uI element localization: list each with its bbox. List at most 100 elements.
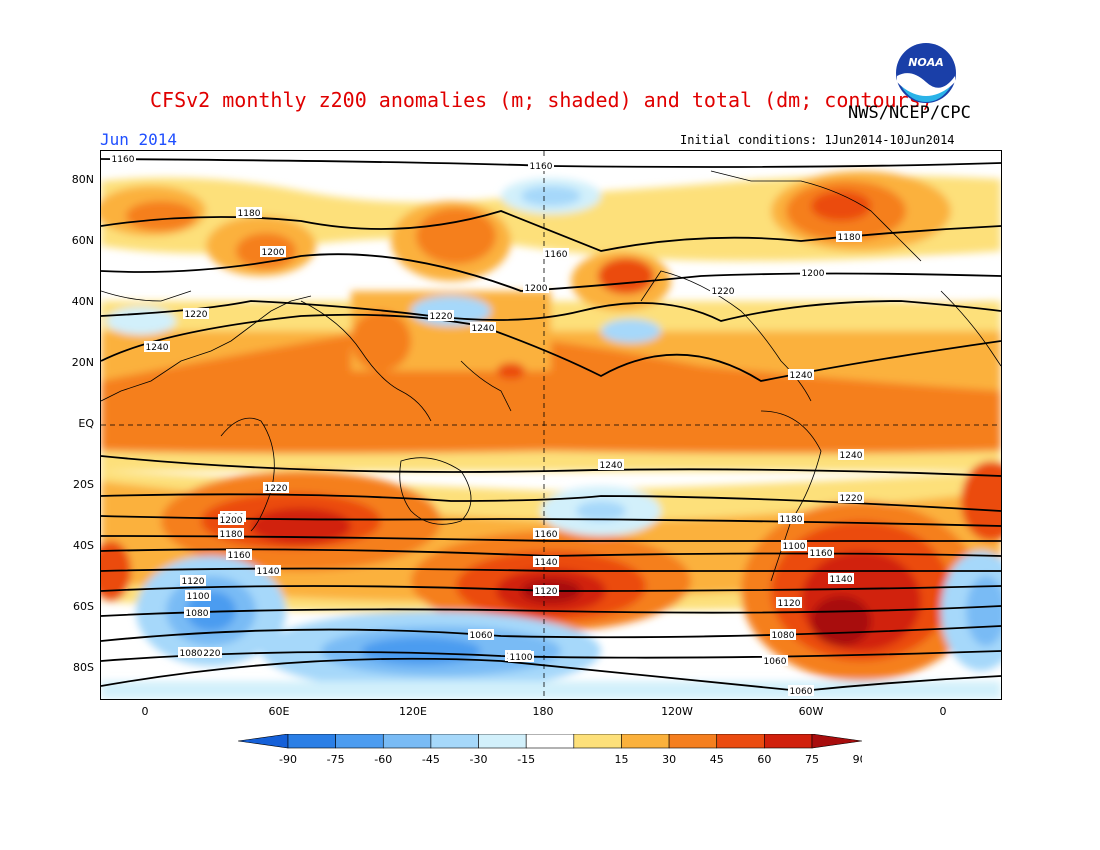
colorbar-arrow-high: [811, 734, 862, 749]
colorbar-tick-label: -15: [517, 753, 535, 766]
contour-label: 1220: [265, 484, 288, 494]
contour-label-bg: [428, 310, 454, 321]
contour-label-bg: [226, 549, 252, 560]
contour-label: 1220: [198, 649, 221, 659]
contour-label-bg: [260, 246, 286, 257]
lat-label: 60N: [71, 234, 94, 247]
chart-title: CFSv2 monthly z200 anomalies (m; shaded)…: [150, 88, 933, 112]
agency-label: NWS/NCEP/CPC: [848, 103, 971, 123]
contour-label-bg: [788, 369, 814, 380]
lat-label: 80S: [73, 661, 94, 674]
contour-label-bg: [218, 514, 244, 525]
contour-label: 1160: [530, 162, 553, 172]
contour-label: 1200: [220, 516, 243, 526]
contour-label: 1100: [510, 653, 533, 663]
contour-label: 1160: [228, 551, 251, 561]
lat-label: 20N: [71, 356, 94, 369]
contour-label: 1160: [535, 530, 558, 540]
contour-label: 1140: [257, 567, 280, 577]
contour-label-bg: [178, 647, 204, 658]
colorbar-box: [382, 734, 432, 749]
contour-label: 1180: [780, 515, 803, 525]
initial-conditions: Initial conditions: 1Jun2014-10Jun2014: [680, 133, 955, 147]
colorbar-tick-label: 60: [757, 753, 771, 766]
contour-label-bg: [533, 556, 559, 567]
contour-label: 1080: [186, 609, 209, 619]
contour-label: 1120: [182, 577, 205, 587]
contour-label-bg: [218, 528, 244, 539]
contour-label-bg: [185, 590, 211, 601]
contour-label-bg: [838, 492, 864, 503]
contour-label: 1120: [535, 587, 558, 597]
contour-label-bg: [533, 528, 559, 539]
lat-label: 20S: [73, 478, 94, 491]
contour-label-bg: [598, 459, 624, 470]
colorbar-box: [430, 734, 479, 749]
contour-label: 1240: [840, 451, 863, 461]
colorbar-arrow-low: [238, 734, 289, 749]
anomaly-map: 1160 1160 1180 1180 1200 1160 1200 1220 1200 1220…: [100, 150, 1002, 700]
lat-label: 60S: [73, 600, 94, 613]
contour-label-bg: [528, 160, 554, 171]
lat-label: 80N: [71, 173, 94, 186]
contour-label: 1120: [778, 599, 801, 609]
contour-label: 1220: [712, 287, 735, 297]
contour-label: 1060: [470, 631, 493, 641]
contour-label-bg: [543, 248, 569, 259]
contour-label: 1240: [600, 461, 623, 471]
contour-label-bg: [776, 597, 802, 608]
contour-label: 1140: [830, 575, 853, 585]
lon-label: 120W: [661, 705, 693, 718]
contour-label: 1160: [545, 250, 568, 260]
colorbar-box: [335, 734, 384, 749]
contour-label-bg: [255, 565, 281, 576]
colorbar-box: [525, 734, 575, 749]
contour-label: 1100: [783, 542, 806, 552]
contour-label-bg: [180, 575, 206, 586]
contour-label-bg: [836, 231, 862, 242]
colorbar-tick-label: -30: [470, 753, 488, 766]
contour-label-bg: [468, 629, 494, 640]
contour-label: 1140: [535, 558, 558, 568]
contour-label: 1220: [185, 310, 208, 320]
contour-label-bg: [788, 685, 814, 696]
map-canvas: 1160 1160 1180 1180 1200 1160 1200 1220 1200 1220…: [101, 151, 1001, 699]
colorbar-box: [621, 734, 670, 749]
contour-label: 1180: [220, 530, 243, 540]
anomaly-shading: [101, 171, 1001, 699]
contour-label: 1080: [180, 649, 203, 659]
lon-label: 0: [141, 705, 149, 718]
contour-label-bg: [236, 207, 262, 218]
lon-label: 0: [939, 705, 947, 718]
contour-label: 1060: [790, 687, 813, 697]
colorbar-box: [764, 734, 813, 749]
contour-label: 1160: [810, 549, 833, 559]
colorbar-box: [716, 734, 765, 749]
contour-label: 1220: [840, 494, 863, 504]
contour-label-bg: [183, 308, 209, 319]
contour-label-bg: [533, 585, 559, 596]
contour-label-bg: [508, 651, 534, 662]
lat-label: EQ: [78, 417, 94, 430]
contour-label-bg: [196, 647, 222, 658]
contour-label-bg: [144, 341, 170, 352]
colorbar-box: [668, 734, 718, 749]
contour-label-bg: [838, 449, 864, 460]
contour-labels: 1160 1160 1180 1180 1200 1160 1200 1220 1200 1220…: [110, 153, 864, 697]
contour-label-bg: [770, 629, 796, 640]
colorbar-ticks: -90 -75 -60 -45 -30 -15 15 30 45 60 75 90: [279, 753, 862, 766]
contour-label-bg: [184, 607, 210, 618]
contour-label: 1220: [430, 312, 453, 322]
colorbar-tick-label: -90: [279, 753, 297, 766]
colorbar: -90 -75 -60 -45 -30 -15 15 30 45 60 75 90: [238, 734, 862, 766]
lon-label: 60E: [268, 705, 290, 718]
contour-label: 1060: [764, 657, 787, 667]
colorbar-tick-label: -45: [422, 753, 440, 766]
contour-label: 1180: [838, 233, 861, 243]
colorbar-tick-label: 75: [805, 753, 819, 766]
contour-label-bg: [778, 513, 804, 524]
colorbar-box: [478, 734, 527, 749]
colorbar-tick-label: -75: [327, 753, 345, 766]
contour-label: 1240: [472, 324, 495, 334]
contour-label-bg: [710, 285, 736, 296]
